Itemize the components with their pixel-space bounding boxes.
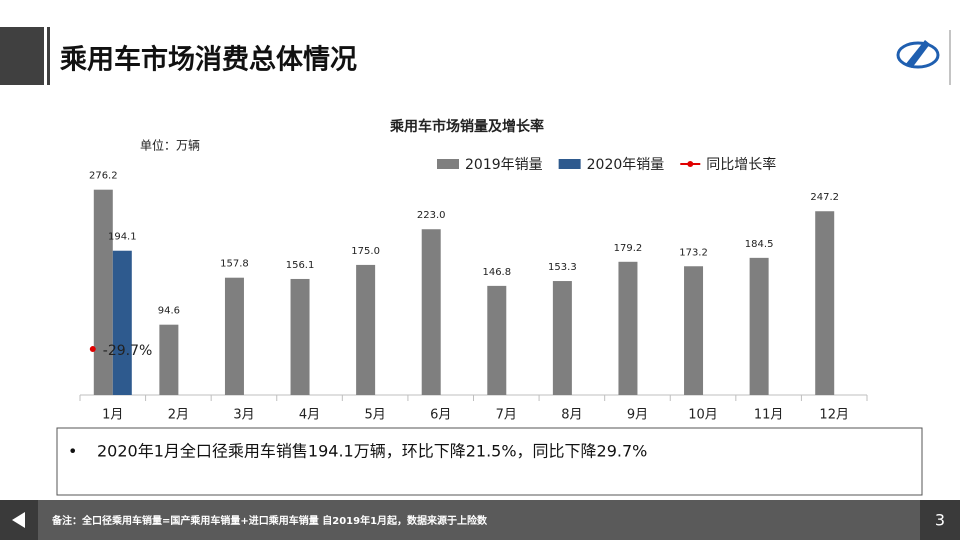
- x-tick-label: 1月: [102, 408, 123, 423]
- header-bar: [0, 27, 44, 85]
- bullet-dot: •: [68, 442, 77, 461]
- footer-note: 备注：全口径乘用车销量=国产乘用车销量+进口乘用车销量 自2019年1月起，数据…: [51, 514, 488, 527]
- legend-label: 2020年销量: [587, 157, 665, 173]
- data-label: 157.8: [220, 259, 249, 270]
- bullet-text: 2020年1月全口径乘用车销售194.1万辆，环比下降21.5%，同比下降29.…: [97, 442, 647, 461]
- legend-label: 同比增长率: [706, 156, 776, 173]
- legend-swatch: [437, 159, 459, 169]
- data-label: 156.1: [286, 260, 315, 271]
- data-label: 153.3: [548, 262, 577, 273]
- bar: [356, 264, 376, 395]
- data-label: 179.2: [614, 243, 643, 254]
- data-label: 194.1: [108, 232, 137, 243]
- legend-swatch: [558, 159, 581, 169]
- logo-ring: [896, 41, 940, 69]
- bar: [224, 277, 244, 395]
- data-label: 276.2: [89, 171, 118, 182]
- page-number: 3: [935, 511, 945, 530]
- data-label: 223.0: [417, 210, 446, 221]
- line-point: [89, 346, 96, 353]
- bar: [421, 229, 441, 395]
- prev-arrow[interactable]: [12, 512, 25, 528]
- bar: [290, 278, 310, 395]
- page-box: [920, 500, 960, 540]
- text-box: [56, 427, 923, 496]
- x-tick-label: 9月: [627, 408, 648, 423]
- bar: [487, 285, 507, 395]
- data-label: 247.2: [810, 192, 839, 203]
- chart-title: 乘用车市场销量及增长率: [389, 118, 544, 135]
- x-tick-label: 12月: [819, 408, 849, 423]
- bar: [112, 250, 132, 395]
- data-label: 184.5: [745, 239, 774, 250]
- bar: [618, 261, 638, 395]
- plot: 1月 2月 3月 4月 5月 6月 7月 8月 9月 10月 11月 12月 276.2 94.6 157.…: [79, 156, 868, 423]
- unit-label: 单位：万辆: [140, 138, 200, 153]
- data-label: 94.6: [158, 306, 180, 317]
- x-tick-label: 5月: [364, 408, 385, 423]
- bar: [159, 324, 179, 395]
- x-tick-label: 10月: [688, 408, 718, 423]
- x-tick-label: 8月: [561, 408, 582, 423]
- bar: [684, 266, 704, 395]
- x-tick-label: 3月: [233, 408, 254, 423]
- header-accent: [47, 27, 50, 85]
- legend-dot: [687, 161, 694, 167]
- data-label: 173.2: [679, 247, 708, 258]
- data-label: 175.0: [351, 246, 380, 257]
- x-tick-label: 11月: [754, 408, 784, 423]
- bar: [815, 211, 835, 395]
- bar: [749, 257, 769, 395]
- x-tick-label: 4月: [299, 408, 320, 423]
- footer-bar: [0, 500, 960, 540]
- x-tick-label: 7月: [496, 408, 517, 423]
- slide-title: 乘用车市场消费总体情况: [59, 44, 357, 76]
- x-tick-label: 2月: [168, 408, 189, 423]
- logo-stroke: [905, 40, 930, 68]
- data-label: -29.7%: [103, 343, 153, 359]
- bar: [93, 189, 113, 395]
- bar: [552, 281, 572, 395]
- legend-label: 2019年销量: [465, 157, 543, 173]
- logo: [896, 40, 940, 69]
- x-tick-label: 6月: [430, 408, 451, 423]
- data-label: 146.8: [482, 267, 511, 278]
